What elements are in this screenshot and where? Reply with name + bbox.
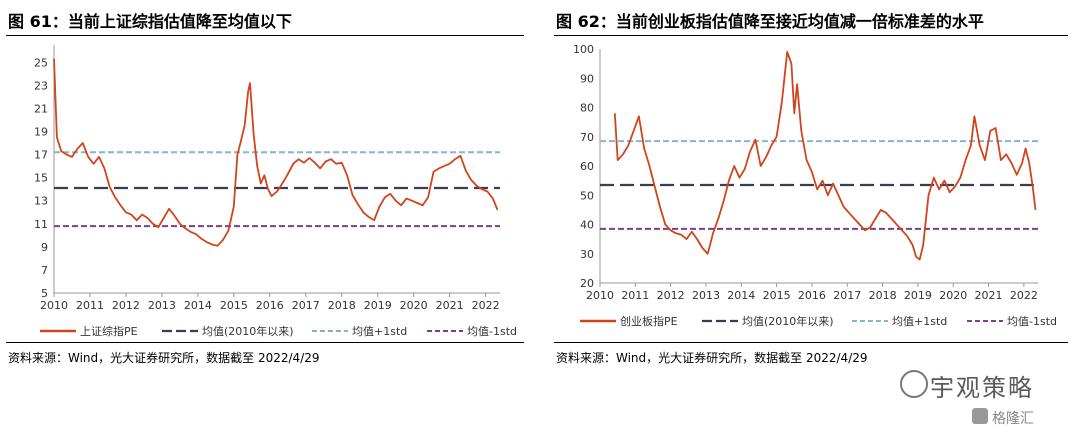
pe-line-chart-right: 20 30 40 50 60 70 80 90 100 2010 2011 2012 2013 2014 2… (573, 43, 1057, 328)
x-tick-label: 2017 (292, 299, 320, 312)
source-rule (6, 342, 524, 343)
y-tick-label: 70 (580, 131, 594, 144)
chart-title: 图 61：当前上证综指估值降至均值以下 (8, 12, 292, 31)
legend-label: 均值-1std (1007, 315, 1057, 328)
x-tick-label: 2017 (833, 289, 861, 302)
brand-logo-icon (972, 408, 988, 424)
legend-label: 上证综指PE (80, 324, 138, 338)
x-tick-label: 2010 (586, 289, 614, 302)
x-tick-label: 2013 (692, 289, 720, 302)
y-tick-label: 100 (573, 43, 594, 56)
wechat-logo-icon (900, 370, 928, 398)
pe-series-line (53, 58, 499, 247)
legend-label: 均值(2010年以来) (742, 314, 834, 328)
y-tick-label: 25 (34, 56, 48, 69)
x-tick-label: 2018 (328, 299, 356, 312)
x-tick-label: 2016 (256, 299, 284, 312)
y-tick-label: 5 (41, 287, 48, 300)
x-tick-label: 2020 (400, 299, 428, 312)
y-tick-label: 50 (580, 189, 594, 202)
x-tick-label: 2015 (763, 289, 791, 302)
x-tick-label: 2012 (112, 299, 140, 312)
y-tick-label: 40 (580, 219, 594, 232)
x-tick-label: 2018 (869, 289, 897, 302)
y-tick-label: 30 (580, 248, 594, 261)
legend-label: 均值-1std (467, 325, 517, 338)
chart-panel-left: 图 61：当前上证综指估值降至均值以下 5 7 9 11 13 15 17 19 21 23 25 2… (0, 0, 530, 434)
y-tick-label: 9 (41, 241, 48, 254)
y-tick-label: 21 (34, 102, 48, 115)
chart-title: 图 62：当前创业板指估值降至接近均值减一倍标准差的水平 (556, 12, 984, 31)
x-tick-label: 2011 (621, 289, 649, 302)
watermark-text: 宇观策略 (930, 374, 1034, 402)
legend-label: 创业板指PE (620, 314, 678, 328)
y-tick-label: 15 (34, 172, 48, 185)
x-tick-label: 2022 (1010, 289, 1038, 302)
y-tick-label: 80 (580, 102, 594, 115)
legend-label: 均值+1std (352, 325, 407, 338)
y-tick-label: 11 (34, 218, 48, 231)
chart-panel-right: 图 62：当前创业板指估值降至接近均值减一倍标准差的水平 20 30 40 50 60 7… (548, 0, 1074, 434)
y-tick-label: 20 (580, 277, 594, 290)
y-tick-label: 13 (34, 195, 48, 208)
x-tick-label: 2020 (939, 289, 967, 302)
x-tick-label: 2015 (220, 299, 248, 312)
x-tick-label: 2021 (436, 299, 464, 312)
legend-label: 均值(2010年以来) (202, 324, 294, 338)
y-tick-label: 90 (580, 72, 594, 85)
watermark-brand: 格隆汇 (992, 411, 1034, 427)
x-tick-label: 2011 (76, 299, 104, 312)
source-note: 资料来源：Wind，光大证券研究所，数据截至 2022/4/29 (8, 351, 320, 365)
x-tick-label: 2014 (727, 289, 755, 302)
x-tick-label: 2014 (184, 299, 212, 312)
title-rule (6, 35, 524, 36)
source-rule (554, 342, 1068, 343)
x-tick-label: 2013 (148, 299, 176, 312)
x-tick-label: 2012 (657, 289, 685, 302)
source-note: 资料来源：Wind，光大证券研究所，数据截至 2022/4/29 (556, 351, 868, 365)
pe-line-chart-left: 5 7 9 11 13 15 17 19 21 23 25 2010 2011 2012 2013 2014 2… (34, 45, 517, 338)
title-rule (554, 35, 1068, 36)
pe-series-line (613, 51, 1037, 261)
x-tick-label: 2021 (975, 289, 1003, 302)
x-tick-label: 2010 (40, 299, 68, 312)
x-tick-label: 2016 (798, 289, 826, 302)
y-tick-label: 7 (41, 264, 48, 277)
legend-label: 均值+1std (892, 315, 947, 328)
x-tick-label: 2019 (904, 289, 932, 302)
x-tick-label: 2019 (364, 299, 392, 312)
x-tick-label: 2022 (472, 299, 500, 312)
y-tick-label: 60 (580, 160, 594, 173)
y-tick-label: 19 (34, 126, 48, 139)
y-tick-label: 17 (34, 149, 48, 162)
y-tick-label: 23 (34, 79, 48, 92)
